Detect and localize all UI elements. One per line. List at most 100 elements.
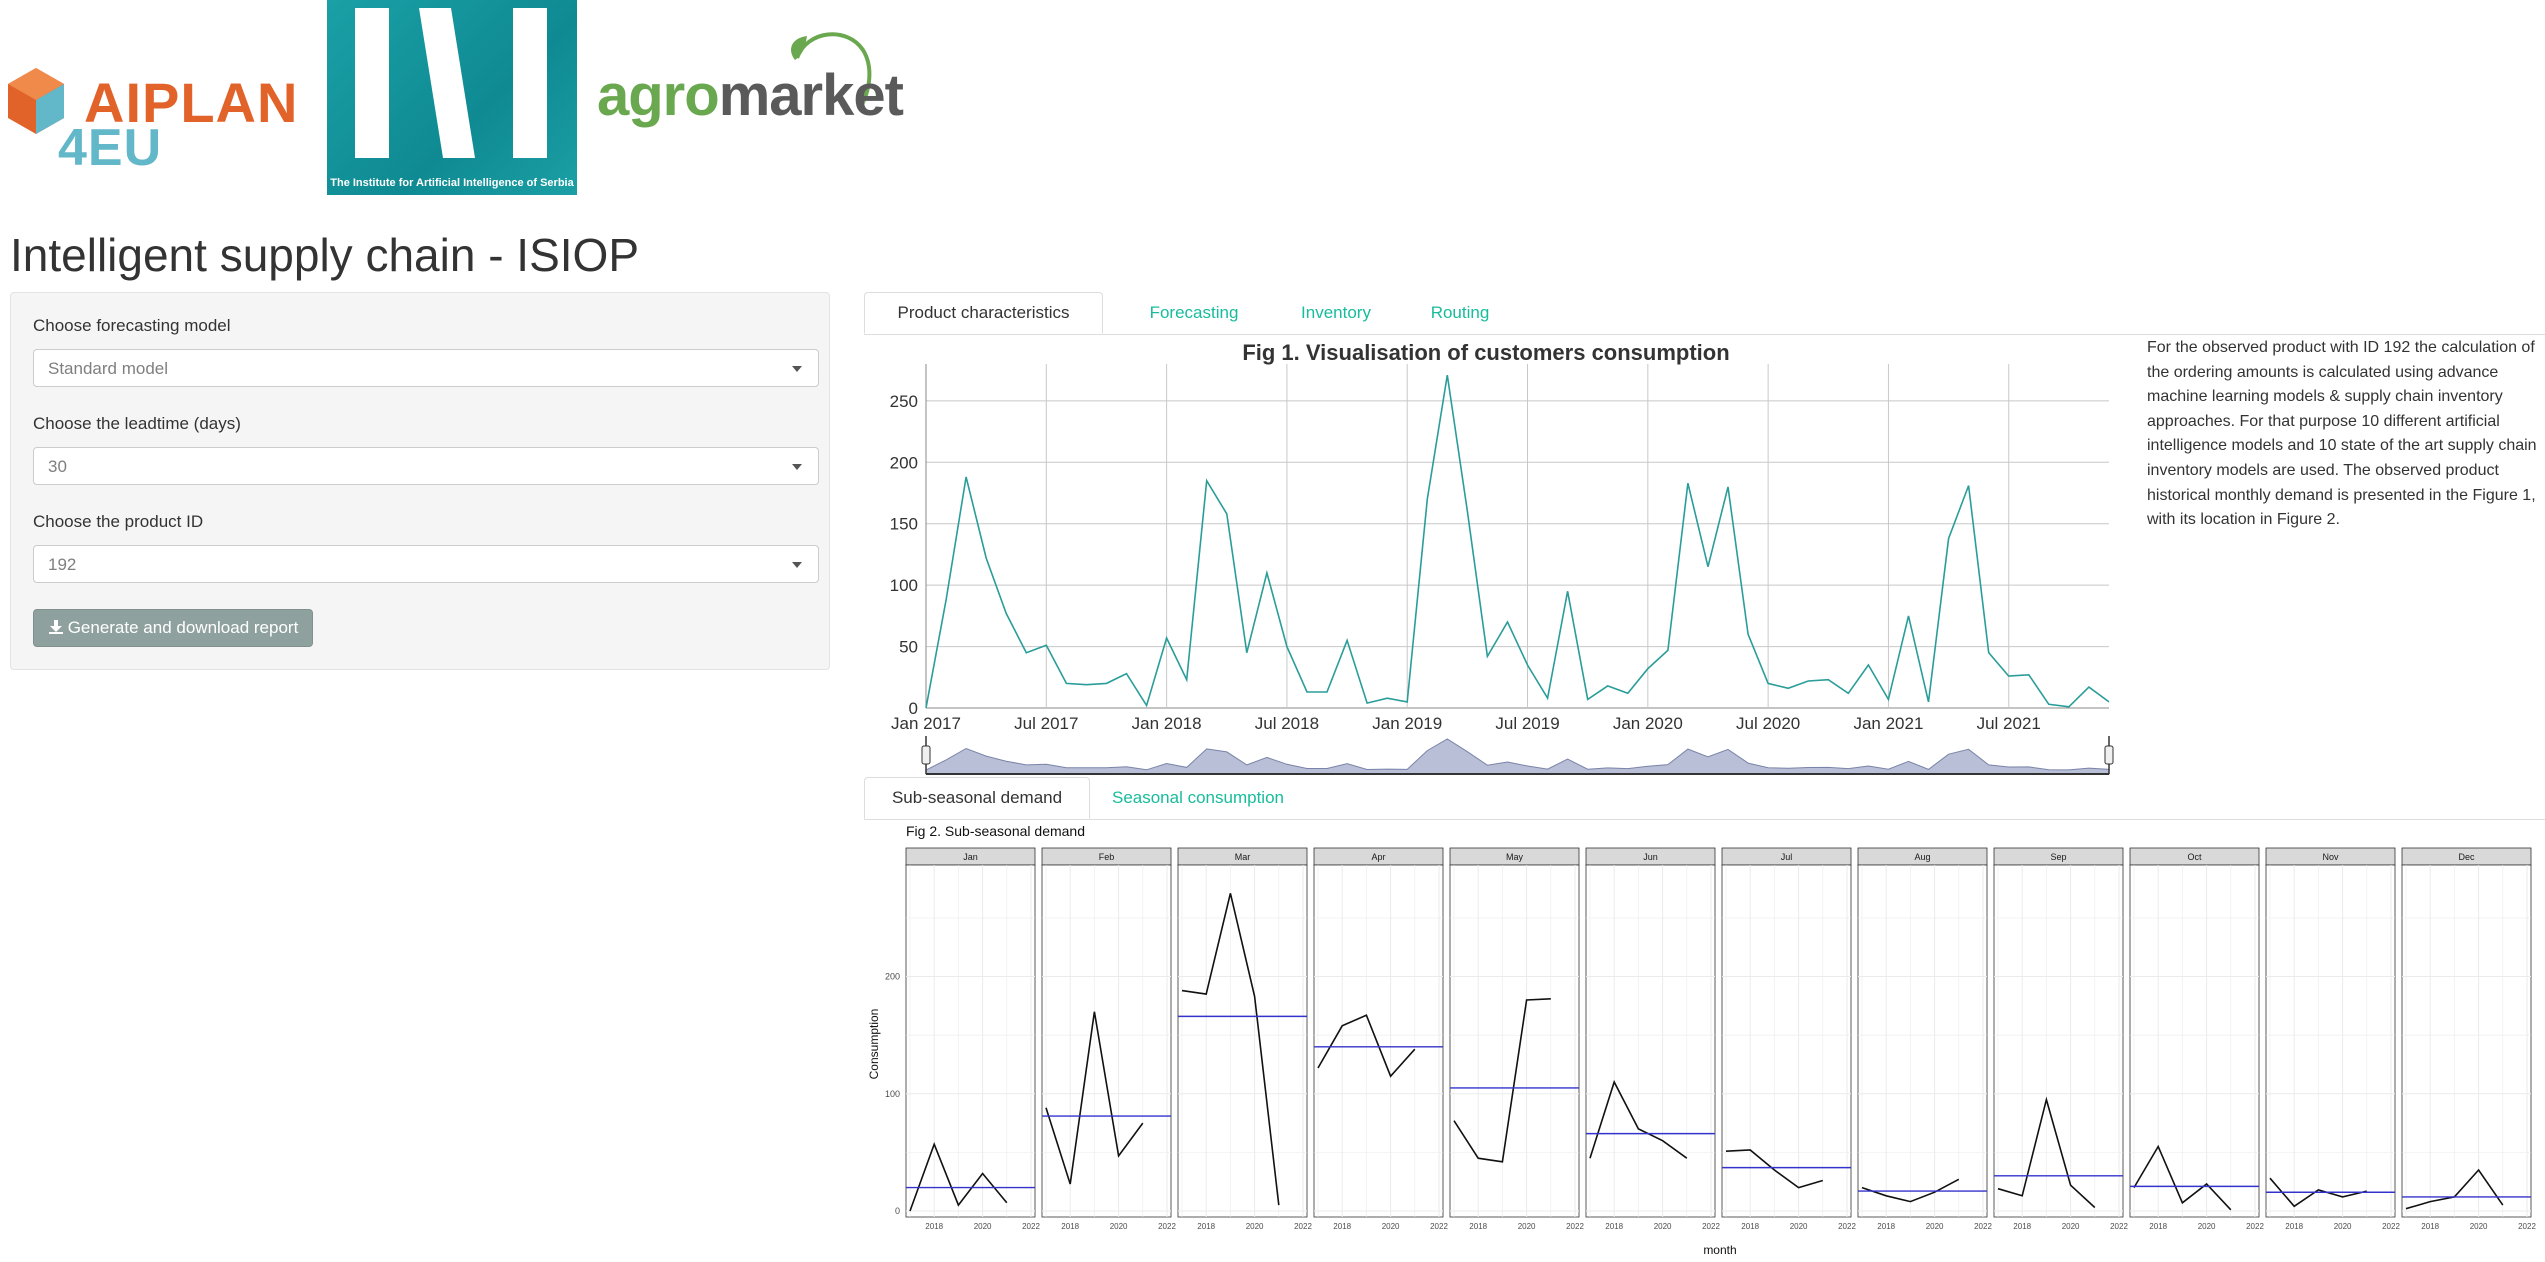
panel-frame <box>1585 864 1716 1218</box>
tab-seasonal-consumption[interactable]: Seasonal consumption <box>1111 788 1284 807</box>
main-tabbar: Product characteristics Forecasting Inve… <box>864 292 2545 335</box>
panel-frame <box>1857 864 1988 1218</box>
x-tick-label: 2022 <box>1022 1222 1040 1231</box>
month-panel-feb: Feb 2018 2020 2022 <box>1041 847 1176 1231</box>
panel-strip-label: Dec <box>2458 852 2475 862</box>
tab-inventory[interactable]: Inventory <box>1301 303 1371 322</box>
sub-tabbar: Sub-seasonal demand Seasonal consumption <box>864 777 2545 820</box>
consumption-chart[interactable]: Fig 1. Visualisation of customers consum… <box>864 334 2144 780</box>
x-tick-label: Jul 2021 <box>1977 714 2041 733</box>
generate-report-label: Generate and download report <box>67 618 299 637</box>
chart-title: Fig 1. Visualisation of customers consum… <box>1242 340 1729 365</box>
panel-frame <box>1993 864 2124 1218</box>
tab-sub-seasonal-demand[interactable]: Sub-seasonal demand <box>864 777 1090 819</box>
y-axis-ticks: 0 50 100 150 200 250 <box>890 392 918 718</box>
range-handle-right[interactable] <box>2104 745 2114 765</box>
range-selector[interactable] <box>921 736 2114 775</box>
x-tick-label: 2018 <box>1741 1222 1759 1231</box>
panel-strip-label: Apr <box>1371 852 1385 862</box>
product-id-select[interactable]: 192 <box>33 545 819 583</box>
x-tick-label: Jan 2019 <box>1372 714 1442 733</box>
x-tick-label: Jul 2018 <box>1255 714 1319 733</box>
range-handle-left[interactable] <box>921 745 931 765</box>
y-tick-label: 150 <box>890 515 918 534</box>
panel-frame <box>905 864 1036 1218</box>
institute-mark-icon <box>355 8 547 158</box>
month-panel-apr: Apr 2018 2020 2022 <box>1313 847 1448 1231</box>
x-tick-label: 2022 <box>2110 1222 2128 1231</box>
panel-series-line <box>1861 1178 1960 1203</box>
y-tick-label: 0 <box>895 1206 900 1216</box>
institute-logo: The Institute for Artificial Intelligenc… <box>327 0 577 195</box>
y-tick-label: 200 <box>890 453 918 472</box>
4eu-wordmark: 4EU <box>58 119 163 177</box>
x-tick-label: 2022 <box>1702 1222 1720 1231</box>
month-panel-aug: Aug 2018 2020 2022 <box>1857 847 1992 1231</box>
panel-series-line <box>1181 893 1280 1206</box>
panel-series-line <box>1317 1014 1416 1078</box>
leadtime-select[interactable]: 30 <box>33 447 819 485</box>
leadtime-label: Choose the leadtime (days) <box>33 414 241 433</box>
x-tick-label: 2018 <box>1469 1222 1487 1231</box>
aiplan-wordmark: AIPLAN <box>84 71 299 134</box>
x-tick-label: 2018 <box>2421 1222 2439 1231</box>
panel-strip-label: Jan <box>963 852 978 862</box>
agromarket-wordmark: agromarket <box>597 63 904 128</box>
panel-frame <box>1449 864 1580 1218</box>
x-tick-label: 2020 <box>2198 1222 2216 1231</box>
month-panel-oct: Oct 2018 2020 2022 <box>2129 847 2264 1231</box>
x-tick-label: 2022 <box>2518 1222 2536 1231</box>
month-panel-jun: Jun 2018 2020 2022 <box>1585 847 1720 1231</box>
x-tick-label: Jan 2018 <box>1132 714 1202 733</box>
institute-caption: The Institute for Artificial Intelligenc… <box>330 177 574 189</box>
x-tick-label: 2018 <box>2013 1222 2031 1231</box>
month-panel-jul: Jul 2018 2020 2022 <box>1721 847 1856 1231</box>
x-tick-label: Jul 2019 <box>1495 714 1559 733</box>
cube-icon <box>8 68 64 134</box>
x-tick-label: 2020 <box>974 1222 992 1231</box>
panel-series-line <box>2269 1177 2367 1208</box>
tab-product-characteristics[interactable]: Product characteristics <box>864 292 1103 334</box>
x-tick-label: 2022 <box>1566 1222 1584 1231</box>
month-panel-dec: Dec 2018 2020 2022 <box>2401 847 2536 1231</box>
y-tick-label: 0 <box>909 699 918 718</box>
generate-report-button[interactable]: Generate and download report <box>33 609 313 647</box>
page-title: Intelligent supply chain - ISIOP <box>10 229 639 281</box>
forecasting-model-value: Standard model <box>48 359 169 378</box>
product-id-value: 192 <box>48 555 77 574</box>
panel-strip-label: Mar <box>1235 852 1251 862</box>
panel-strip-label: Jul <box>1781 852 1793 862</box>
panel-frame <box>2265 864 2396 1218</box>
panel-frame <box>1041 864 1172 1218</box>
panel-series-line <box>1453 998 1551 1163</box>
panel-frame <box>2401 864 2532 1218</box>
month-panel-mar: Mar 2018 2020 2022 <box>1177 847 1312 1231</box>
chevron-down-icon <box>792 464 802 470</box>
panel-strip-label: Aug <box>1914 852 1930 862</box>
x-tick-label: Jan 2020 <box>1613 714 1683 733</box>
product-description: For the observed product with ID 192 the… <box>2147 339 2537 529</box>
chevron-down-icon <box>792 562 802 568</box>
forecasting-model-select[interactable]: Standard model <box>33 349 819 387</box>
x-tick-label: 2020 <box>1246 1222 1264 1231</box>
x-tick-label: 2020 <box>1926 1222 1944 1231</box>
product-id-label: Choose the product ID <box>33 512 204 531</box>
x-tick-label: 2018 <box>2149 1222 2167 1231</box>
panel-frame <box>1721 864 1852 1218</box>
y-tick-label: 250 <box>890 392 918 411</box>
tab-forecasting[interactable]: Forecasting <box>1149 303 1239 322</box>
y-tick-label: 100 <box>890 576 918 595</box>
chevron-down-icon <box>792 366 802 372</box>
x-tick-label: 2020 <box>2470 1222 2488 1231</box>
x-tick-label: 2020 <box>1518 1222 1536 1231</box>
x-tick-label: 2020 <box>1654 1222 1672 1231</box>
x-tick-label: 2018 <box>1197 1222 1215 1231</box>
x-tick-label: 2018 <box>1605 1222 1623 1231</box>
panel-strip-label: Feb <box>1099 852 1115 862</box>
forecasting-model-label: Choose forecasting model <box>33 316 231 335</box>
x-tick-label: 2018 <box>1333 1222 1351 1231</box>
tab-routing[interactable]: Routing <box>1430 303 1490 322</box>
x-tick-label: 2022 <box>1158 1222 1176 1231</box>
x-tick-label: 2018 <box>1061 1222 1079 1231</box>
panel-series-line <box>1589 1079 1688 1159</box>
